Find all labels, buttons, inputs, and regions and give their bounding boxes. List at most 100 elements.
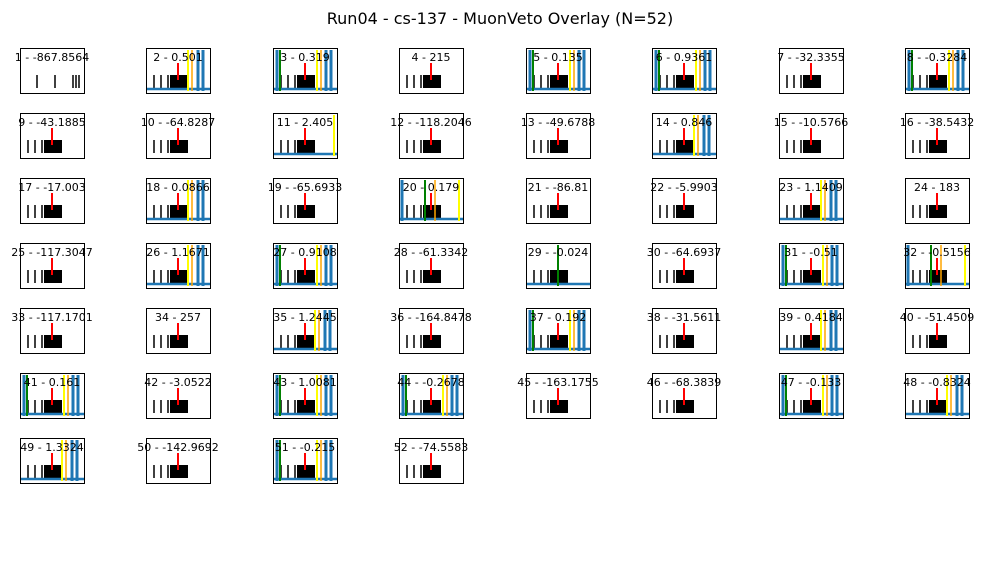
panel-6: 6 - 0.9361 [652,48,717,94]
signal-block [423,335,441,348]
signal-block [170,75,188,88]
panel-label: 35 - 1.2445 [273,311,336,324]
panel-label: 39 - 0.4184 [779,311,842,324]
panel-marks [27,258,62,283]
signal-block [803,335,821,348]
signal-block [929,205,947,218]
panel-26: 26 - 1.1671 [146,243,211,289]
panel-marks [27,323,62,348]
panel-marks [274,50,337,91]
panel-29: 29 - -0.024 [526,243,591,289]
signal-block [44,140,62,153]
panel-label: 5 - 0.135 [533,51,582,64]
panel-label: 10 - -64.8287 [141,116,215,129]
panel-label: 14 - 0.846 [656,116,712,129]
panel-marks [786,63,821,88]
panel-28: 28 - -61.3342 [394,243,468,289]
panel-marks [533,128,568,153]
signal-block [929,335,947,348]
panel-46: 46 - -68.3839 [647,373,721,419]
panel-44: 44 - -0.2678 [397,373,465,419]
panel-marks [533,193,568,218]
panel-50: 50 - -142.9692 [137,438,219,484]
signal-block [803,140,821,153]
panel-marks [153,388,188,413]
panel-marks [274,375,337,416]
panel-marks [653,115,716,156]
panel-15: 15 - -10.5766 [774,113,848,159]
panel-label: 21 - -86.81 [528,181,588,194]
signal-block [297,335,315,348]
panel-label: 3 - 0.319 [280,51,329,64]
signal-block [550,75,568,88]
panel-label: 29 - -0.024 [528,246,588,259]
panel-marks [527,310,590,351]
panel-7: 7 - -32.3355 [777,48,845,94]
signal-block [929,400,947,413]
signal-block [803,205,821,218]
panel-marks [912,193,947,218]
panel-marks [659,258,694,283]
signal-block [170,270,188,283]
panel-marks [906,375,969,416]
panel-label: 18 - 0.0866 [146,181,209,194]
panel-9: 9 - -43.1885 [18,113,86,159]
panel-marks [147,180,210,221]
signal-block [550,205,568,218]
signal-block [550,140,568,153]
panel-52: 52 - -74.5583 [394,438,468,484]
panel-label: 6 - 0.9361 [656,51,712,64]
panel-5: 5 - 0.135 [526,48,591,94]
panel-label: 45 - -163.1755 [517,376,598,389]
signal-block [297,270,315,283]
panel-label: 38 - -31.5611 [647,311,721,324]
signal-block [550,335,568,348]
panel-marks [912,323,947,348]
panel-marks [906,245,969,286]
panel-label: 46 - -68.3839 [647,376,721,389]
panel-49: 49 - 1.3324 [20,438,85,484]
panel-39: 39 - 0.4184 [779,308,844,354]
panel-label: 7 - -32.3355 [777,51,844,64]
panel-marks [400,180,463,221]
panel-marks [274,310,337,351]
panel-label: 27 - 0.9108 [273,246,336,259]
signal-block [297,205,315,218]
panel-marks [533,388,568,413]
panel-marks [280,193,315,218]
panel-label: 31 - -0.51 [784,246,837,259]
signal-block [297,465,315,478]
panel-label: 15 - -10.5766 [774,116,848,129]
panel-18: 18 - 0.0866 [146,178,211,224]
panel-marks [659,388,694,413]
panel-marks [653,50,716,91]
signal-block [297,400,315,413]
panel-label: 25 - -117.3047 [11,246,92,259]
panel-marks [406,323,441,348]
signal-block [803,400,821,413]
panel-label: 23 - 1.1409 [779,181,842,194]
panel-label: 44 - -0.2678 [397,376,464,389]
panel-41: 41 - 0.161 [20,373,85,419]
panel-label: 33 - -117.1701 [11,311,92,324]
signal-block [676,270,694,283]
panel-47: 47 - -0.133 [779,373,844,419]
panel-32: 32 - -0.5156 [903,243,971,289]
panel-marks [27,193,62,218]
panel-label: 50 - -142.9692 [137,441,218,454]
panel-43: 43 - 1.0081 [273,373,338,419]
panel-marks [153,323,188,348]
panel-marks [780,375,843,416]
panel-34: 34 - 257 [146,308,211,354]
panel-20: 20 - 0.179 [399,178,464,224]
signal-block [676,140,694,153]
signal-block [676,400,694,413]
panel-marks [780,245,843,286]
panel-marks [400,375,463,416]
panel-label: 20 - 0.179 [403,181,459,194]
panel-label: 48 - -0.8324 [903,376,970,389]
panel-label: 12 - -118.2046 [390,116,471,129]
panel-label: 41 - 0.161 [24,376,80,389]
figure-title: Run04 - cs-137 - MuonVeto Overlay (N=52) [326,9,674,28]
